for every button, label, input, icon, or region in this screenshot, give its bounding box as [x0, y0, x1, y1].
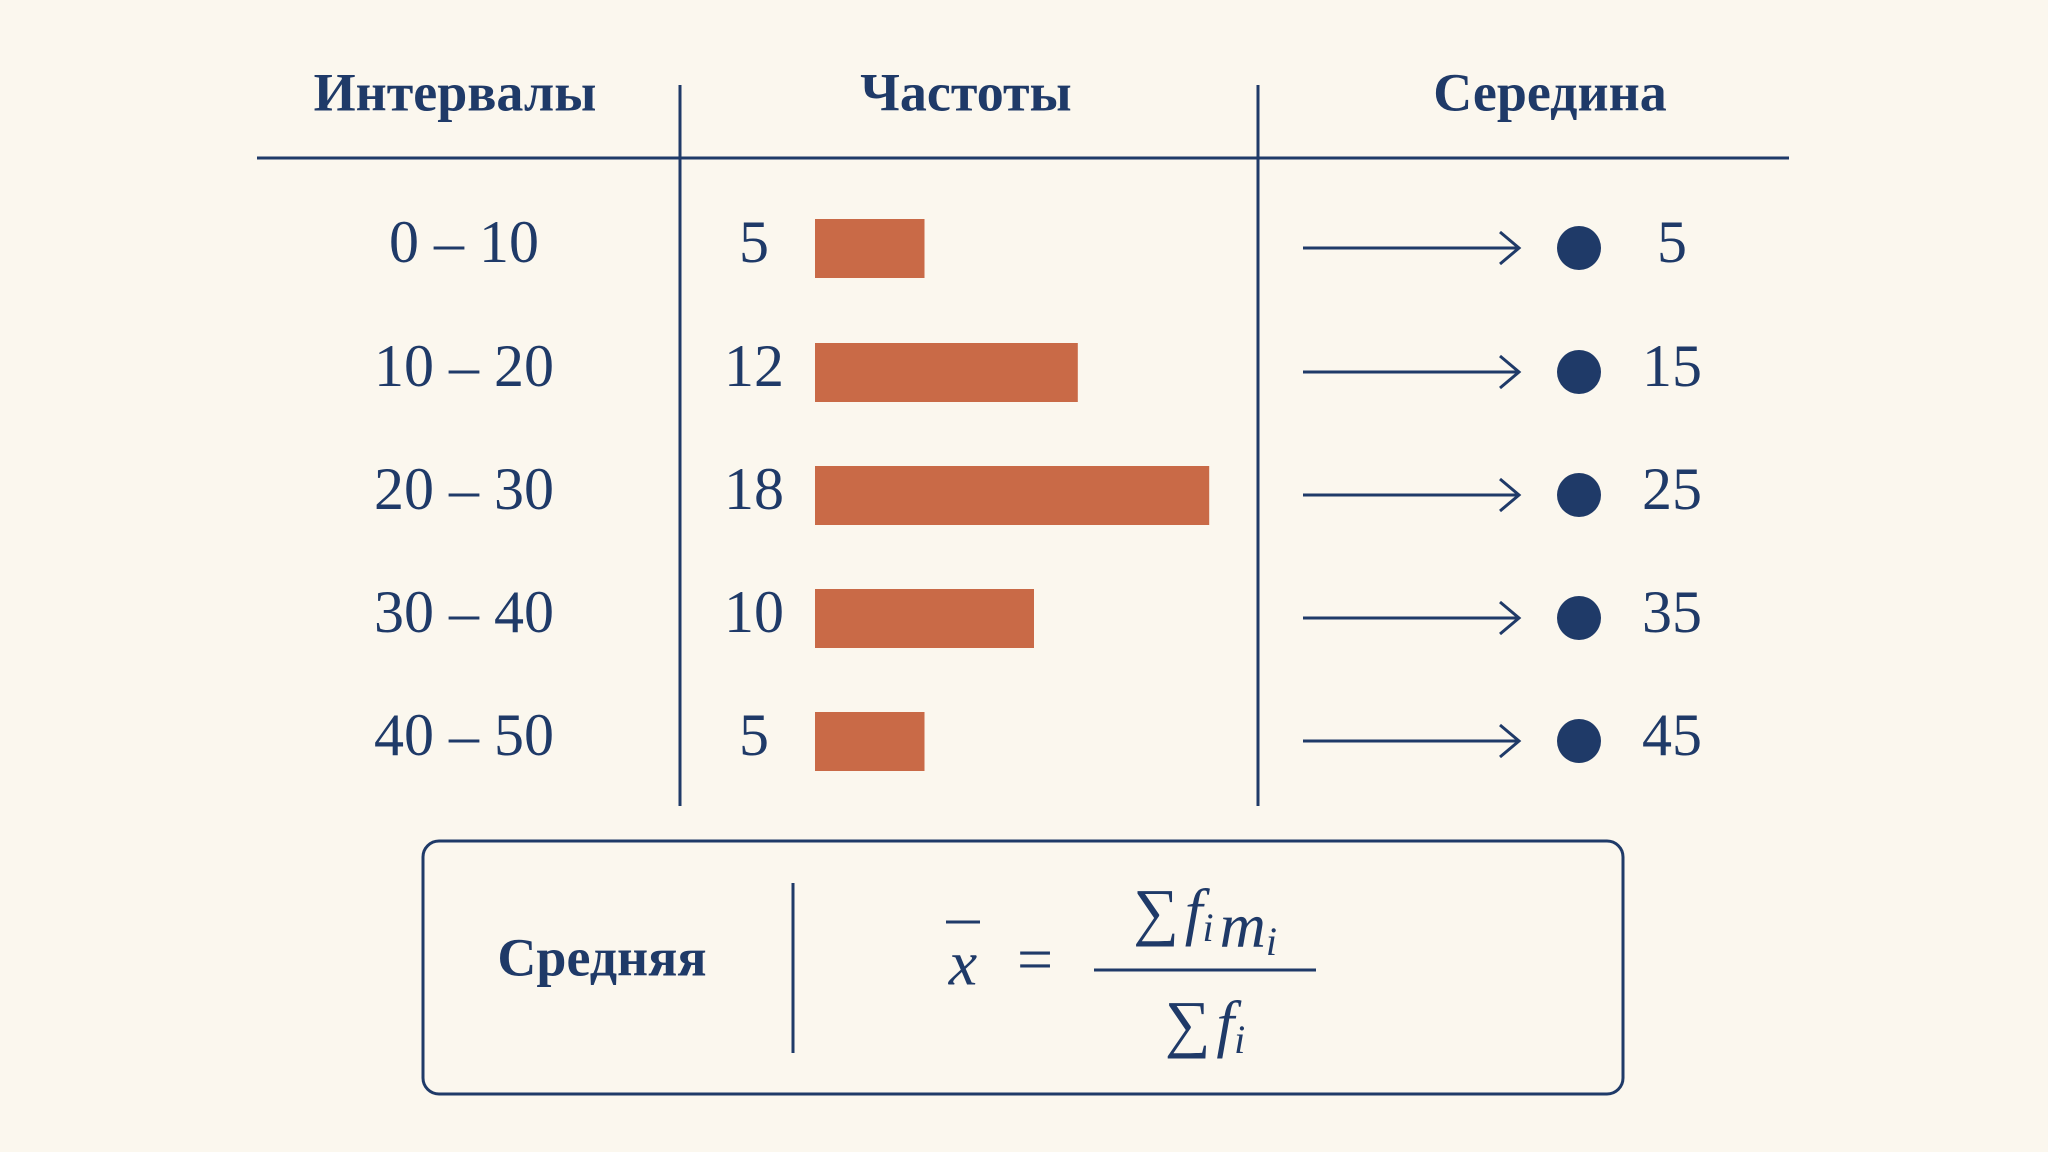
formula-symbol: i — [1202, 905, 1213, 950]
denominator-expression: ∑fi — [1165, 988, 1246, 1063]
denominator: ∑fi — [1165, 988, 1246, 1063]
frequency-bar — [815, 466, 1210, 525]
arrow-head — [1499, 230, 1522, 266]
numerator-expression: ∑fimi — [1133, 876, 1277, 965]
frequency: 18 — [724, 456, 784, 522]
formula-lhs: x — [948, 928, 977, 999]
arrow-head — [1499, 477, 1522, 513]
frequency-bar — [815, 343, 1078, 402]
arrow-head — [1499, 354, 1522, 390]
midpoint: 45 — [1642, 702, 1702, 768]
interval: 20 – 30 — [374, 456, 554, 522]
midpoint-dot — [1557, 226, 1601, 270]
midpoint: 25 — [1642, 456, 1702, 522]
midpoint-dot — [1557, 719, 1601, 763]
midpoint-dot — [1557, 350, 1601, 394]
interval: 10 – 20 — [374, 333, 554, 399]
frequency: 12 — [724, 333, 784, 399]
frequency-bar — [815, 219, 925, 278]
formula-symbol: m — [1220, 890, 1266, 961]
formula-symbol: ∑ — [1165, 988, 1211, 1059]
column-header: Частоты — [860, 62, 1071, 122]
midpoint: 35 — [1642, 579, 1702, 645]
formula-equals: = — [1017, 924, 1053, 995]
frequency-bar — [815, 712, 925, 771]
interval: 40 – 50 — [374, 702, 554, 768]
frequency: 5 — [739, 702, 769, 768]
midpoint-dot — [1557, 596, 1601, 640]
column-header: Середина — [1433, 62, 1666, 122]
interval: 30 – 40 — [374, 579, 554, 645]
formula-symbol: i — [1234, 1017, 1245, 1062]
frequency: 5 — [739, 209, 769, 275]
formula-label: Средняя — [497, 927, 706, 987]
column-header: Интервалы — [314, 62, 597, 122]
midpoint: 5 — [1657, 209, 1687, 275]
frequency-bar — [815, 589, 1034, 648]
arrow-head — [1499, 600, 1522, 636]
formula-symbol: i — [1266, 919, 1277, 964]
formula-box — [421, 839, 1625, 1096]
formula-symbol: ∑ — [1133, 876, 1179, 947]
frequency: 10 — [724, 579, 784, 645]
interval: 0 – 10 — [389, 209, 539, 275]
arrow-head — [1499, 723, 1522, 759]
midpoint: 15 — [1642, 333, 1702, 399]
midpoint-dot — [1557, 473, 1601, 517]
numerator: ∑fimi — [1133, 876, 1277, 965]
